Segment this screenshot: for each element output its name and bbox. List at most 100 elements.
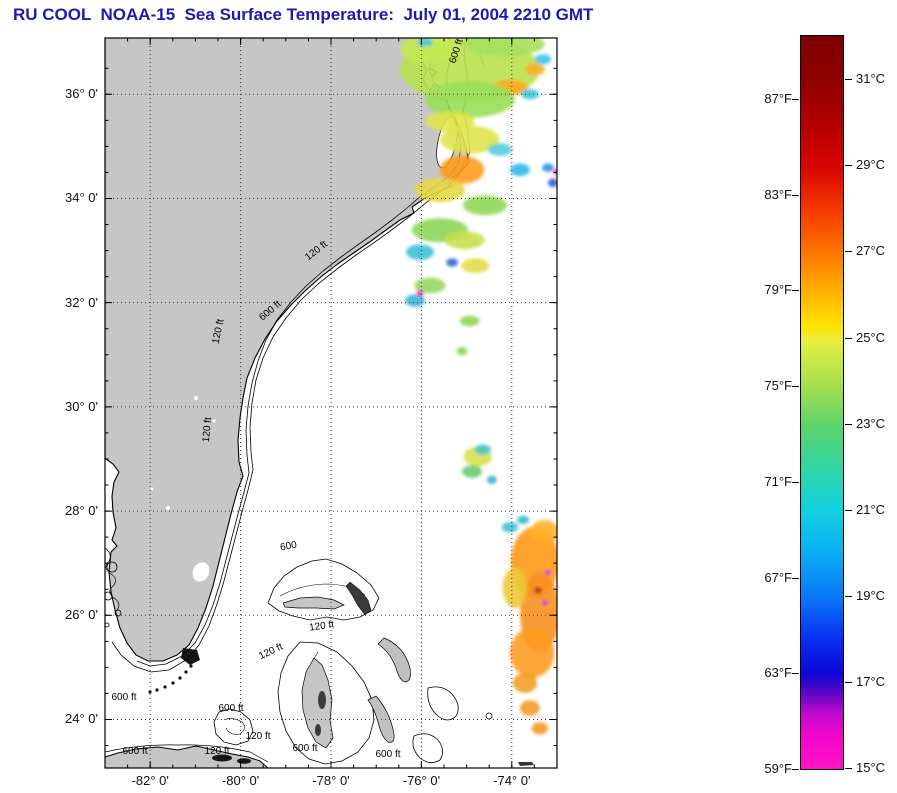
sst-patch <box>534 54 552 65</box>
sst-patch <box>509 627 555 678</box>
colorbar-celsius-label: 21°C <box>856 501 886 517</box>
sst-patch <box>517 515 529 525</box>
contour-depth-label: 600 <box>279 540 298 554</box>
sst-patch <box>541 599 548 606</box>
sst-patch <box>414 277 446 294</box>
sst-patch <box>415 178 465 203</box>
sst-patch <box>416 38 434 47</box>
y-axis-tick-label: 28° 0' <box>65 503 98 519</box>
contour-depth-label: 600 ft <box>218 703 243 714</box>
colorbar-tick <box>845 595 852 597</box>
sst-patch <box>462 465 482 478</box>
x-axis-tick-label: -78° 0' <box>312 773 350 788</box>
andros-island <box>301 657 334 749</box>
sst-patch <box>400 38 460 64</box>
contour-depth-label: 600 ft <box>122 746 147 757</box>
colorbar-celsius-label: 15°C <box>856 760 886 775</box>
colorbar-celsius-label: 23°C <box>856 415 886 431</box>
y-axis-tick-label: 30° 0' <box>65 398 98 414</box>
x-axis-tick-label: -80° 0' <box>221 773 260 788</box>
colorbar-tick <box>792 577 799 579</box>
contour-depth-label: 120 ft <box>211 318 227 345</box>
colorbar-tick <box>845 681 852 683</box>
sst-patch <box>474 444 492 455</box>
contour-depth-label: 600 ft <box>292 743 317 754</box>
colorbar-fahrenheit-label: 79°F <box>764 282 792 298</box>
sst-patches <box>399 38 557 735</box>
sst-patch <box>531 722 548 735</box>
sst-patch <box>512 673 538 693</box>
colorbar-celsius-label: 31°C <box>856 71 886 87</box>
colorbar-tick <box>845 423 852 425</box>
colorbar-celsius-label: 29°C <box>856 157 886 173</box>
sst-patch <box>461 258 490 273</box>
sst-patch <box>524 63 545 76</box>
figure-title: RU COOL NOAA-15 Sea Surface Temperature:… <box>13 5 594 24</box>
sst-patch <box>446 258 459 267</box>
y-axis-tick-label: 34° 0' <box>65 190 98 206</box>
colorbar-celsius-label: 17°C <box>856 673 886 689</box>
sst-patch <box>465 38 545 57</box>
sst-patch <box>459 315 480 327</box>
colorbar-tick <box>792 481 799 483</box>
sst-patch <box>405 294 426 307</box>
y-axis-tick-label: 32° 0' <box>65 294 98 310</box>
x-axis-tick-label: -76° 0' <box>402 773 441 788</box>
colorbar-fahrenheit-label: 63°F <box>764 665 792 681</box>
x-axis-tick-label: -74° 0' <box>493 773 531 788</box>
contour-depth-label: 600 ft <box>111 692 136 703</box>
colorbar-fahrenheit-label: 67°F <box>764 569 792 585</box>
sst-patch <box>542 163 554 172</box>
colorbar-tick <box>845 165 852 167</box>
sst-patch <box>462 195 508 216</box>
sst-patch <box>544 569 552 576</box>
colorbar-gradient <box>800 35 844 770</box>
lake-okeechobee <box>192 562 210 582</box>
colorbar-tick <box>845 79 852 81</box>
contour-depth-label: 600 ft <box>375 749 400 760</box>
contour-depth-label: 120 ft <box>201 417 214 443</box>
colorbar-fahrenheit-label: 71°F <box>764 473 792 489</box>
colorbar-tick <box>845 509 852 511</box>
sst-patch <box>444 231 485 250</box>
x-axis-tick-label: -82° 0' <box>131 773 169 788</box>
sst-patch <box>487 143 513 156</box>
sst-patch <box>456 346 468 356</box>
sst-patch <box>439 125 500 154</box>
colorbar-tick <box>845 251 852 253</box>
colorbar-tick <box>792 194 799 196</box>
sst-patch <box>547 178 557 188</box>
colorbar-tick <box>792 386 799 388</box>
graticule-gridlines <box>105 38 557 768</box>
sst-patch <box>519 700 540 716</box>
cuba-landmass <box>105 745 269 768</box>
andros-dark-patches <box>315 691 326 736</box>
colorbar-celsius-label: 25°C <box>856 329 886 345</box>
colorbar-tick <box>845 768 852 769</box>
grand-bahama-island <box>282 596 345 610</box>
sst-patch <box>533 587 543 594</box>
y-axis-tick-label: 24° 0' <box>65 711 98 727</box>
sst-patch <box>509 163 530 177</box>
sst-patch <box>406 244 435 260</box>
contour-depth-label: 120 ft <box>204 746 229 757</box>
small-cay <box>518 762 534 766</box>
sst-patch <box>439 155 485 184</box>
contour-600ft <box>111 109 471 673</box>
y-axis-tick-label: 36° 0' <box>65 86 98 102</box>
colorbar-celsius-label: 27°C <box>856 243 886 259</box>
sst-patch <box>501 522 519 533</box>
sst-patch <box>530 519 557 544</box>
colorbar-tick <box>792 673 799 675</box>
sst-patch <box>552 168 557 176</box>
cuba-shelf-contour <box>105 744 269 763</box>
contour-depth-label: 120 ft <box>245 731 270 742</box>
colorbar-fahrenheit-label: 87°F <box>764 91 792 106</box>
sst-patch <box>416 289 424 297</box>
sst-patch <box>424 81 515 118</box>
colorbar-fahrenheit-label: 75°F <box>764 378 792 394</box>
plot-border <box>104 37 558 769</box>
colorbar-fahrenheit-label: 83°F <box>764 186 792 202</box>
colorbar-tick <box>792 290 799 292</box>
